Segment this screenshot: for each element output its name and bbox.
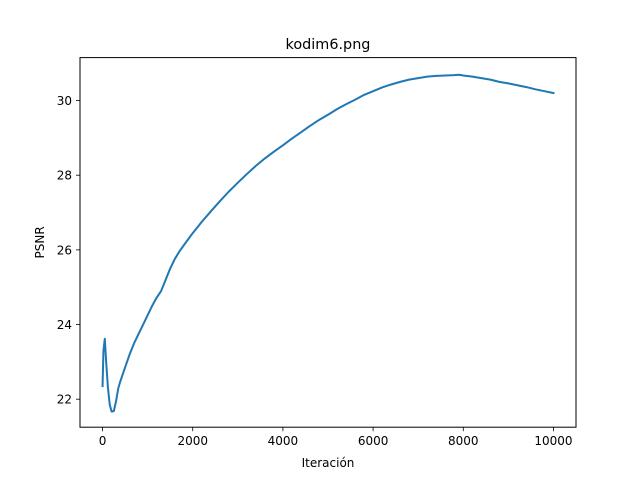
x-tick-label: 6000 [358,434,389,448]
y-tick-label: 30 [57,94,72,108]
y-tick-label: 26 [57,243,72,257]
x-axis-ticks: 0 2000 4000 6000 8000 10000 [99,427,573,448]
x-tick-label: 10000 [534,434,572,448]
chart-title: kodim6.png [286,37,371,53]
x-tick-label: 2000 [177,434,208,448]
x-axis-label: Iteración [302,456,355,470]
x-tick-label: 0 [99,434,107,448]
x-tick-label: 8000 [448,434,479,448]
y-tick-label: 24 [57,318,72,332]
plot-frame [79,57,577,428]
y-axis-label: PSNR [33,226,47,258]
plot-area [101,73,555,413]
x-tick-label: 4000 [268,434,299,448]
y-tick-label: 22 [57,393,72,407]
y-axis-ticks: 22 24 26 28 30 [57,94,80,407]
series-line [101,73,555,413]
y-tick-label: 28 [57,169,72,183]
